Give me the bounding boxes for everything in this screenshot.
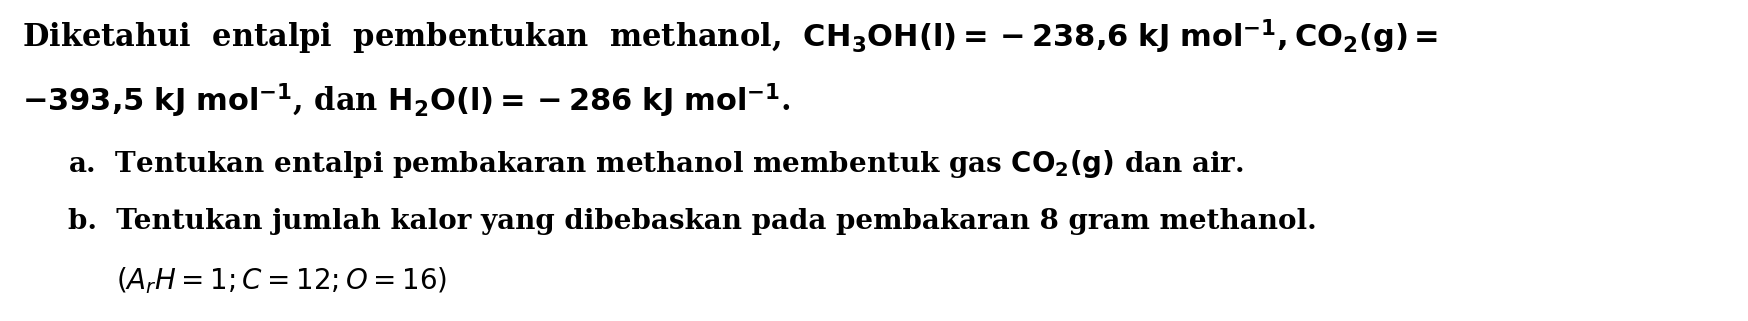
Text: a.  Tentukan entalpi pembakaran methanol membentuk gas $\mathbf{CO_2(g)}$ dan ai: a. Tentukan entalpi pembakaran methanol … [68, 148, 1243, 180]
Text: $\mathbf{-393{,}5\ kJ\ mol^{-1}}$, dan $\mathbf{H_2O(l) = -286\ kJ\ mol^{-1}}$.: $\mathbf{-393{,}5\ kJ\ mol^{-1}}$, dan $… [23, 82, 790, 120]
Text: $(A_rH = 1; C = 12; O = 16)$: $(A_rH = 1; C = 12; O = 16)$ [115, 265, 447, 296]
Text: Diketahui  entalpi  pembentukan  methanol,  $\mathbf{CH_3OH(l) = -238{,}6\ kJ\ m: Diketahui entalpi pembentukan methanol, … [23, 18, 1437, 57]
Text: b.  Tentukan jumlah kalor yang dibebaskan pada pembakaran 8 gram methanol.: b. Tentukan jumlah kalor yang dibebaskan… [68, 208, 1316, 235]
